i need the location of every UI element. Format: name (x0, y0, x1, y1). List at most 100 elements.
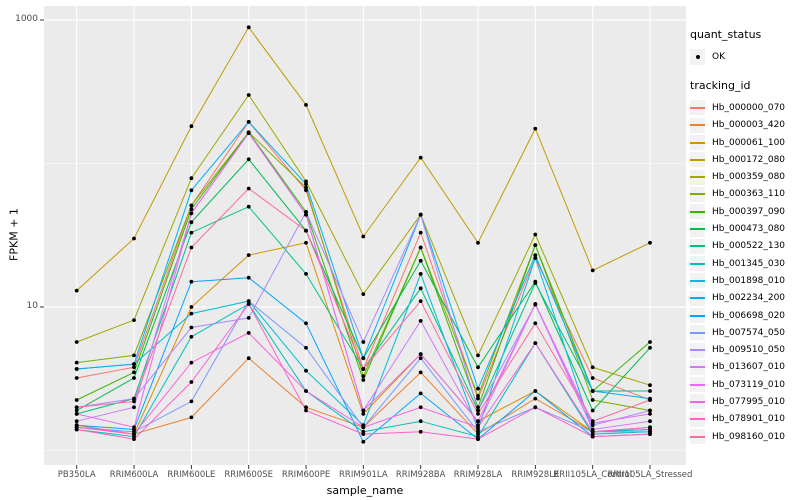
legend: quant_status OK tracking_id Hb_000000_07… (690, 28, 798, 445)
data-point (132, 318, 136, 322)
data-point (189, 325, 194, 330)
data-point (189, 124, 194, 129)
data-point (246, 25, 251, 30)
legend-item: Hb_000397_090 (690, 203, 798, 220)
data-point (476, 386, 480, 391)
legend-label: Hb_073119_010 (712, 379, 786, 390)
data-point (304, 405, 308, 410)
data-point (476, 240, 480, 245)
data-point (74, 419, 79, 424)
legend-item: Hb_001345_030 (690, 255, 798, 272)
data-point (246, 302, 251, 306)
legend-item-ok: OK (690, 48, 798, 65)
legend-item: Hb_098160_010 (690, 428, 798, 445)
data-point (304, 272, 308, 276)
legend-swatch (690, 186, 705, 202)
legend-swatch (690, 359, 705, 375)
data-point (189, 211, 194, 216)
x-tick-label: RRIM901LA (339, 470, 388, 480)
x-tick-label: RRII105LA_Control (553, 470, 633, 480)
data-point (246, 186, 251, 191)
data-point (476, 408, 480, 413)
x-tick-label: RRIM928BA (395, 470, 446, 480)
legend-title-quant-status: quant_status (690, 28, 762, 41)
legend-swatch (690, 308, 705, 323)
data-point (361, 374, 366, 378)
data-point (189, 230, 194, 235)
data-point (132, 396, 136, 401)
legend-swatch (690, 411, 705, 427)
data-point (361, 292, 366, 296)
data-point (476, 437, 480, 441)
data-point (648, 345, 652, 350)
data-point (74, 367, 79, 371)
data-point (74, 376, 79, 380)
data-point (132, 432, 136, 436)
data-point (189, 176, 194, 181)
legend-item: Hb_000363_110 (690, 186, 798, 203)
legend-swatch (690, 135, 705, 151)
data-point (189, 380, 194, 384)
data-point (74, 408, 79, 413)
data-point (189, 220, 194, 225)
legend-item: Hb_078901_010 (690, 411, 798, 428)
data-point (132, 362, 136, 366)
data-point (74, 340, 79, 344)
data-point (246, 204, 251, 209)
data-point (533, 321, 538, 326)
legend-label: Hb_007574_050 (712, 327, 786, 338)
legend-swatch (690, 377, 705, 393)
data-point (418, 272, 423, 276)
data-point (418, 258, 423, 263)
legend-item: Hb_013607_010 (690, 359, 798, 376)
data-point (304, 408, 308, 413)
legend-title-tracking-id: tracking_id (690, 79, 751, 93)
point-marker-icon (690, 48, 705, 65)
legend-swatch (690, 238, 705, 254)
legend-label: Hb_000397_090 (712, 206, 786, 217)
legend-label: Hb_000172_080 (712, 154, 786, 165)
legend-item: Hb_077995_010 (690, 393, 798, 410)
legend-item: Hb_007574_050 (690, 324, 798, 341)
x-tick-label: RRIM600SE (224, 470, 274, 480)
data-point (533, 126, 538, 131)
data-point (533, 232, 538, 237)
data-point (304, 389, 308, 393)
data-point (648, 412, 652, 416)
legend-swatch (690, 152, 705, 168)
data-point (189, 415, 194, 420)
legend-label: Hb_006698_020 (712, 310, 786, 321)
data-point (590, 434, 595, 439)
legend-item: Hb_073119_010 (690, 376, 798, 393)
data-point (189, 245, 194, 250)
data-point (189, 207, 194, 212)
data-point (246, 131, 251, 136)
data-point (418, 286, 423, 291)
data-point (132, 376, 136, 380)
data-point (361, 425, 366, 430)
data-point (246, 157, 251, 162)
data-point (590, 419, 595, 424)
data-point (132, 353, 136, 358)
data-point (246, 120, 251, 124)
data-point (189, 360, 194, 365)
legend-label: Hb_001345_030 (712, 258, 786, 269)
legend-swatch (690, 117, 705, 133)
data-point (246, 275, 251, 280)
data-point (648, 398, 652, 402)
legend-item: Hb_002234_200 (690, 290, 798, 307)
data-point (648, 389, 652, 393)
legend-item: Hb_000172_080 (690, 151, 798, 168)
data-point (246, 356, 251, 361)
x-tick-label: RRIM600LE (167, 470, 216, 480)
data-point (418, 405, 423, 410)
legend-label: Hb_001898_010 (712, 275, 786, 286)
data-point (361, 367, 366, 371)
data-point (361, 340, 366, 344)
data-point (74, 360, 79, 365)
data-point (648, 425, 652, 430)
data-point (74, 405, 79, 410)
data-point (361, 378, 366, 382)
data-point (74, 427, 79, 432)
data-point (189, 399, 194, 404)
